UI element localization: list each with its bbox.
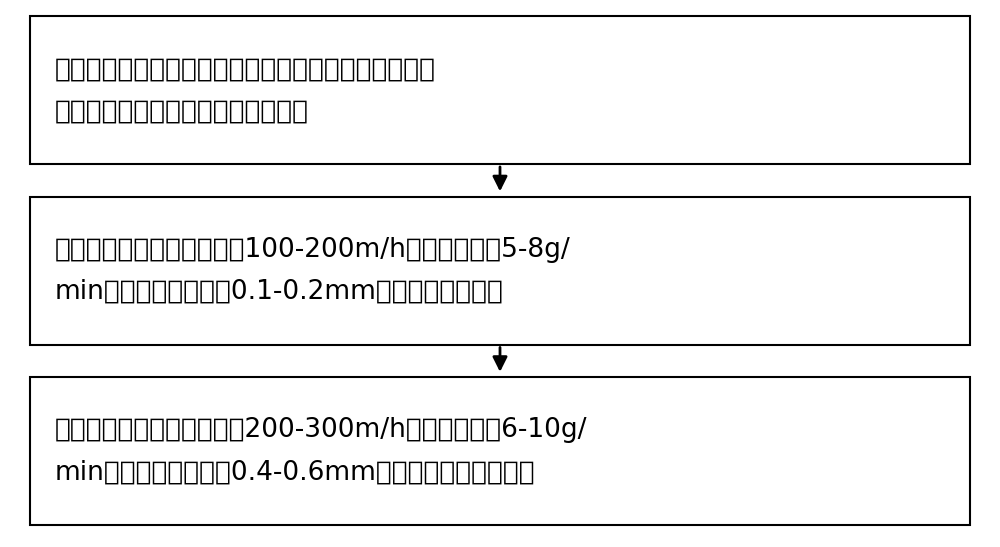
FancyBboxPatch shape: [30, 16, 970, 164]
Text: 设定送粉喷嘴的扫描速度为100-200m/h，送粉速度为5-8g/
min，每层剖分高度为0.1-0.2mm，形成基础熔覆层: 设定送粉喷嘴的扫描速度为100-200m/h，送粉速度为5-8g/ min，每层…: [55, 237, 571, 305]
Text: 设定送粉喷嘴的扫描速度为200-300m/h，送粉速度为6-10g/
min，每层剖分高度为0.4-0.6mm，完成钛铝合金的成形: 设定送粉喷嘴的扫描速度为200-300m/h，送粉速度为6-10g/ min，每…: [55, 417, 588, 485]
FancyBboxPatch shape: [30, 377, 970, 525]
FancyBboxPatch shape: [30, 197, 970, 345]
Text: 初始化激光成形设备，包括建立三维模型并剖分，设置
送粉喷嘴的扫描速度以及送粉速度等: 初始化激光成形设备，包括建立三维模型并剖分，设置 送粉喷嘴的扫描速度以及送粉速度…: [55, 56, 436, 124]
